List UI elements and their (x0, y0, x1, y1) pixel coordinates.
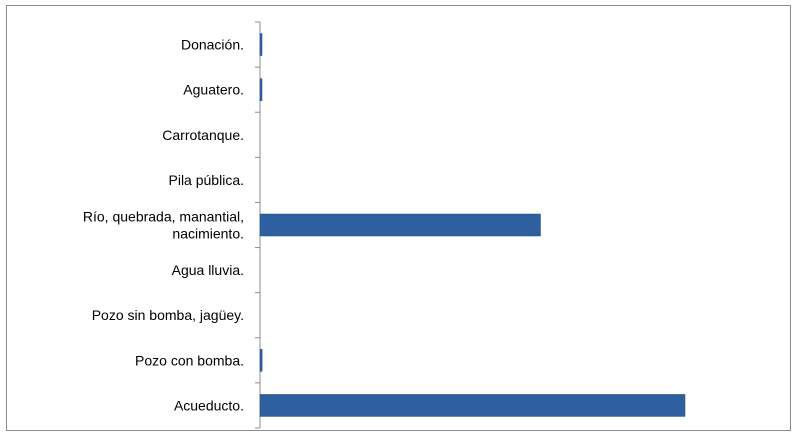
bar (259, 78, 263, 101)
category-label: Pila pública. (169, 172, 245, 188)
bar (259, 33, 263, 56)
category-label: Río, quebrada, manantial, nacimiento. (83, 209, 244, 242)
category-axis (255, 21, 261, 429)
category-label: Acueducto. (174, 397, 244, 413)
category-label: Carrotanque. (162, 127, 244, 143)
category-label: Donación. (181, 37, 244, 53)
category-label: Pozo con bomba. (135, 352, 244, 368)
category-labels: Donación. Aguatero. Carrotanque. Pila públi… (83, 37, 244, 414)
bar (259, 394, 686, 417)
category-label: Agua lluvia. (172, 262, 244, 278)
bar (259, 213, 541, 237)
category-label: Pozo sin bomba, jagüey. (92, 307, 244, 323)
bars (259, 33, 686, 417)
category-label: Aguatero. (183, 82, 244, 98)
bar (259, 349, 263, 372)
